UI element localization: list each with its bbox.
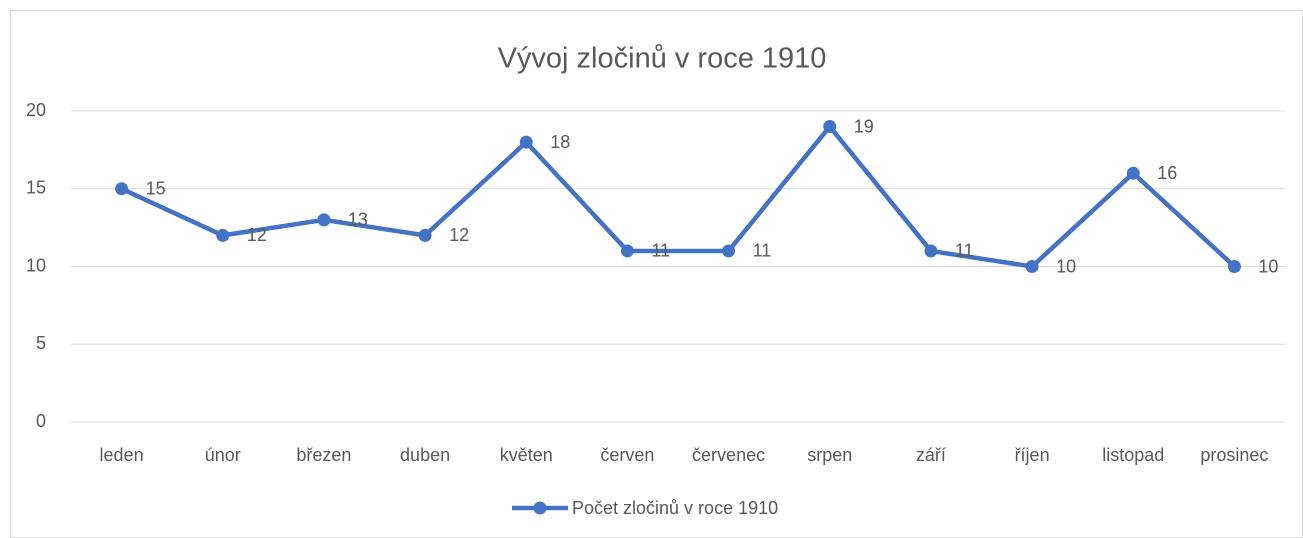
data-label: 13 bbox=[348, 210, 368, 230]
y-tick-label: 20 bbox=[26, 100, 46, 120]
x-tick-label: září bbox=[916, 445, 946, 465]
data-label: 19 bbox=[854, 116, 874, 136]
data-label: 12 bbox=[247, 225, 267, 245]
point bbox=[722, 244, 736, 258]
x-tick-label: červenec bbox=[692, 445, 765, 465]
x-tick-label: listopad bbox=[1102, 445, 1164, 465]
point bbox=[115, 182, 129, 196]
x-tick-label: červen bbox=[600, 445, 654, 465]
point bbox=[418, 228, 432, 242]
point bbox=[620, 244, 634, 258]
y-tick-label: 10 bbox=[26, 255, 46, 275]
chart-border bbox=[10, 10, 1303, 538]
data-label: 15 bbox=[146, 179, 166, 199]
point bbox=[317, 213, 331, 227]
point bbox=[823, 120, 837, 134]
x-tick-label: únor bbox=[205, 445, 241, 465]
data-label: 11 bbox=[753, 241, 772, 261]
y-tick-label: 5 bbox=[36, 333, 46, 353]
legend-marker bbox=[533, 501, 547, 515]
point bbox=[216, 228, 230, 242]
data-label: 18 bbox=[550, 132, 570, 152]
x-tick-label: leden bbox=[100, 445, 144, 465]
x-tick-label: březen bbox=[296, 445, 351, 465]
x-tick-label: říjen bbox=[1015, 445, 1050, 465]
data-label: 11 bbox=[955, 241, 974, 261]
x-tick-label: prosinec bbox=[1200, 445, 1268, 465]
legend-label: Počet zločinů v roce 1910 bbox=[572, 498, 778, 518]
point bbox=[1025, 260, 1039, 273]
point bbox=[519, 135, 533, 149]
y-tick-label: 15 bbox=[26, 178, 46, 198]
x-tick-label: květen bbox=[500, 445, 553, 465]
x-tick-label: srpen bbox=[807, 445, 852, 465]
point bbox=[1126, 166, 1140, 180]
x-tick-label: duben bbox=[400, 445, 450, 465]
point bbox=[924, 244, 938, 258]
chart-title: Vývoj zločinů v roce 1910 bbox=[498, 43, 827, 75]
data-label: 10 bbox=[1056, 256, 1076, 276]
series-line bbox=[120, 124, 1236, 269]
data-label: 10 bbox=[1258, 256, 1278, 276]
data-label: 12 bbox=[449, 225, 469, 245]
data-label: 11 bbox=[651, 241, 670, 261]
point bbox=[1227, 260, 1241, 273]
y-tick-label: 0 bbox=[36, 411, 46, 431]
data-label: 16 bbox=[1157, 163, 1177, 183]
